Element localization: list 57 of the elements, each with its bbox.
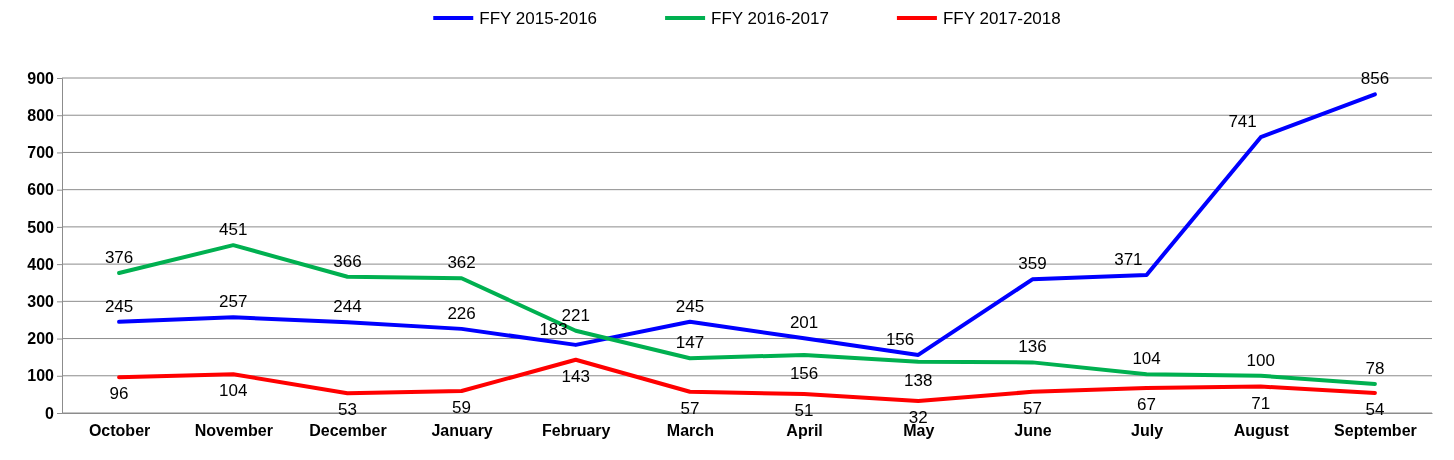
data-label: 96: [109, 384, 129, 404]
data-label: 53: [337, 400, 357, 420]
y-tick-label: 800: [27, 106, 55, 124]
data-label: 147: [675, 333, 705, 353]
data-label: 201: [789, 313, 819, 333]
legend-label: FFY 2016-2017: [711, 9, 829, 28]
data-label: 226: [447, 303, 476, 323]
data-label: 741: [1228, 112, 1257, 132]
data-label: 245: [675, 296, 705, 316]
y-tick-label: 700: [27, 144, 55, 162]
data-label: 366: [333, 251, 362, 271]
data-label: 244: [333, 297, 362, 317]
y-tick-label: 600: [27, 181, 55, 199]
x-tick-label: April: [786, 422, 823, 440]
data-label: 104: [219, 381, 248, 401]
x-tick-label: December: [309, 422, 387, 440]
data-label: 67: [1137, 395, 1157, 415]
data-label: 57: [680, 398, 700, 418]
legend-label: FFY 2017-2018: [942, 9, 1061, 28]
data-label: 59: [452, 398, 472, 418]
data-label: 54: [1365, 399, 1385, 419]
data-label: 451: [219, 220, 248, 240]
data-label: 51: [794, 401, 814, 421]
x-tick-label: June: [1014, 422, 1052, 440]
y-tick-label: 0: [45, 404, 55, 422]
y-tick-label: 500: [27, 218, 55, 236]
data-label: 856: [1360, 69, 1390, 89]
data-label: 359: [1018, 254, 1047, 274]
x-tick-label: October: [88, 422, 151, 440]
data-label: 376: [104, 248, 134, 268]
x-tick-label: July: [1131, 422, 1164, 440]
data-label: 245: [104, 296, 134, 316]
y-tick-label: 900: [27, 69, 55, 87]
x-tick-label: March: [666, 422, 714, 440]
y-tick-label: 100: [27, 367, 55, 385]
data-label: 156: [885, 329, 915, 349]
data-label: 362: [447, 253, 476, 273]
data-label: 136: [1018, 337, 1047, 357]
y-tick-label: 200: [27, 330, 55, 348]
x-tick-label: November: [194, 422, 273, 440]
legend-label: FFY 2015-2016: [479, 9, 598, 28]
y-tick-label: 400: [27, 255, 55, 273]
data-label: 371: [1114, 249, 1143, 269]
data-label: 257: [219, 292, 248, 312]
data-label: 143: [561, 366, 590, 386]
data-label: 156: [789, 363, 819, 383]
data-label: 78: [1365, 358, 1385, 378]
data-label: 138: [904, 370, 933, 390]
data-label: 57: [1022, 398, 1042, 418]
data-label: 71: [1251, 393, 1271, 413]
x-tick-label: February: [542, 422, 611, 440]
data-label: 104: [1132, 349, 1161, 369]
data-label: 100: [1246, 350, 1275, 370]
y-tick-label: 300: [27, 292, 55, 310]
x-tick-label: January: [431, 422, 493, 440]
x-tick-label: August: [1233, 422, 1290, 440]
x-tick-label: September: [1334, 422, 1417, 440]
